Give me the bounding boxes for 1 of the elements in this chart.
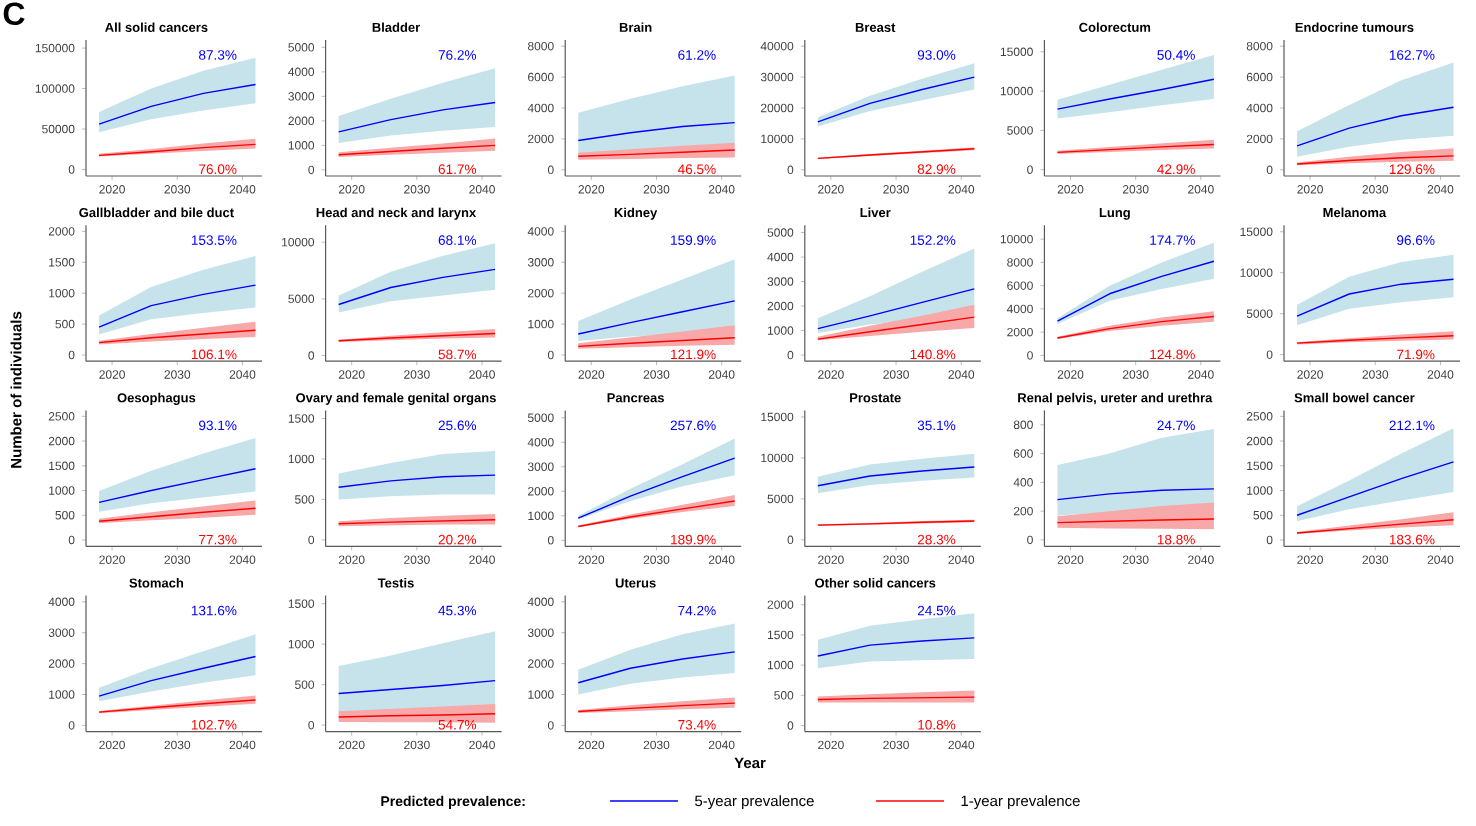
text: C <box>3 2 25 26</box>
